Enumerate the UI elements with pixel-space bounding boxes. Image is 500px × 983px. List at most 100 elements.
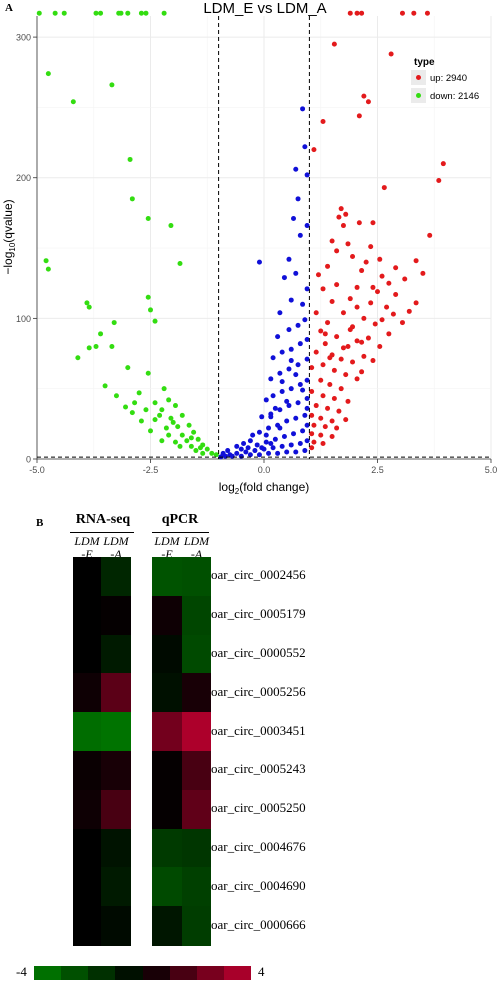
legend-key-down: [416, 93, 421, 98]
data-point-nodiff: [281, 434, 287, 439]
data-point-up: [325, 263, 331, 269]
data-point-down: [109, 343, 115, 349]
data-point-up: [399, 320, 405, 326]
data-point-down: [132, 400, 138, 406]
data-point-up: [329, 418, 335, 424]
data-point-nodiff: [304, 286, 310, 292]
heatmap-row-label: oar_circ_0003451: [211, 722, 306, 738]
data-point-down: [152, 318, 158, 324]
heatmap-cell: [73, 751, 101, 791]
data-point-down: [179, 432, 185, 438]
data-point-nodiff: [291, 216, 297, 222]
data-point-down: [148, 307, 153, 313]
data-point-nodiff: [304, 336, 310, 342]
data-point-nodiff: [263, 439, 269, 445]
qpcr-underline: [152, 532, 209, 533]
data-point-up: [368, 300, 374, 306]
data-point-nodiff: [302, 317, 308, 323]
heatmap-cell: [101, 557, 131, 597]
data-point-down: [145, 294, 151, 300]
data-point-up: [315, 272, 321, 278]
heatmap-cell: [73, 789, 101, 830]
heatmap-cell: [152, 557, 182, 597]
data-point-nodiff: [238, 446, 244, 452]
heatmap-cell: [152, 789, 182, 830]
data-point-up: [356, 113, 362, 119]
data-point-up: [313, 403, 319, 409]
data-point-up: [381, 185, 387, 191]
data-point-down: [125, 365, 131, 371]
data-point-up: [345, 343, 351, 349]
data-point-up: [354, 338, 360, 344]
heatmap-cell: [182, 751, 211, 791]
data-point-nodiff: [293, 372, 299, 378]
data-point-up: [325, 405, 331, 411]
data-point-up: [359, 10, 365, 16]
data-point-nodiff: [297, 441, 303, 447]
heatmap-cell: [152, 712, 182, 752]
data-point-down: [168, 415, 174, 421]
data-point-down: [45, 71, 51, 77]
heatmap-cell: [73, 867, 101, 907]
data-point-up: [338, 206, 344, 212]
data-point-nodiff: [270, 393, 276, 399]
data-point-nodiff: [284, 418, 290, 424]
data-point-up: [340, 345, 346, 351]
heatmap-column-label: LDM -A: [183, 534, 210, 561]
heatmap-cell: [182, 828, 211, 868]
data-point-up: [356, 220, 362, 226]
data-point-nodiff: [277, 407, 283, 413]
data-point-nodiff: [295, 400, 301, 406]
data-point-nodiff: [297, 341, 303, 347]
data-point-up: [390, 311, 396, 317]
data-point-up: [361, 315, 367, 321]
y-tick-label: 0: [26, 455, 31, 465]
plot-points: [36, 10, 446, 460]
data-point-nodiff: [304, 396, 310, 402]
data-point-up: [311, 147, 317, 153]
data-point-up: [379, 273, 385, 279]
heatmap-column-label: LDM -E: [154, 534, 180, 561]
x-axis-label: log2(fold change): [219, 480, 310, 496]
data-point-up: [345, 398, 351, 404]
data-point-up: [350, 359, 356, 365]
data-point-down: [143, 10, 149, 16]
data-point-up: [386, 280, 392, 286]
data-point-down: [98, 331, 104, 337]
data-point-up: [331, 41, 337, 47]
data-point-up: [343, 211, 349, 217]
heatmap-row-label: oar_circ_0005256: [211, 683, 306, 699]
data-point-up: [411, 10, 417, 16]
data-point-nodiff: [263, 397, 269, 403]
data-point-nodiff: [225, 448, 231, 454]
data-point-nodiff: [247, 438, 253, 444]
data-point-up: [386, 331, 392, 337]
data-point-up: [354, 284, 360, 290]
heatmap-cell: [152, 867, 182, 907]
data-point-nodiff: [295, 362, 301, 368]
panel-label-b: B: [36, 517, 44, 529]
heatmap-cell: [101, 828, 131, 868]
data-point-nodiff: [259, 414, 265, 420]
data-point-nodiff: [286, 403, 292, 409]
data-point-nodiff: [234, 450, 240, 456]
heatmap-cell: [152, 906, 182, 946]
data-point-nodiff: [266, 425, 272, 431]
data-point-up: [413, 258, 419, 264]
data-point-nodiff: [304, 377, 310, 383]
data-point-nodiff: [252, 448, 258, 454]
qpcr-header: qPCR: [161, 512, 199, 527]
data-point-down: [204, 446, 210, 452]
heatmap-cell: [101, 673, 131, 713]
data-point-nodiff: [293, 415, 299, 421]
data-point-nodiff: [300, 428, 306, 434]
data-point-up: [359, 339, 365, 345]
data-point-nodiff: [279, 443, 285, 449]
plot-axes: -5.0 -2.5 0.0 2.5 5.0 0 100 200 300: [16, 16, 497, 475]
data-point-down: [136, 390, 142, 396]
data-point-nodiff: [302, 412, 308, 418]
heatmap-row-label: oar_circ_0004676: [211, 839, 306, 854]
data-point-down: [93, 10, 99, 16]
data-point-nodiff: [277, 370, 283, 376]
data-point-down: [61, 10, 67, 16]
